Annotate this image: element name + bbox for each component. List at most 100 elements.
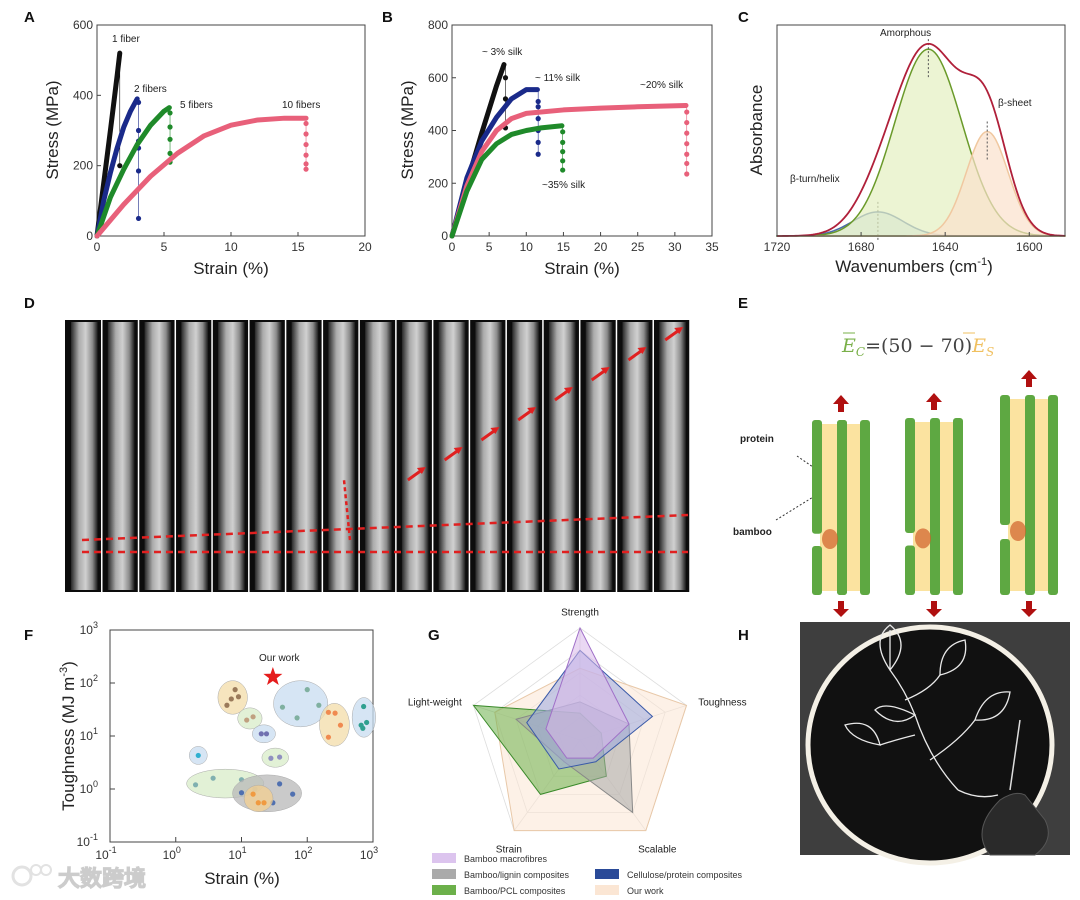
data-point [684, 160, 690, 167]
data-point [560, 158, 566, 164]
tick-exponent: -1 [90, 832, 98, 842]
y-tick-label: 600 [73, 18, 93, 32]
legend-label: Bamboo macrofibres [464, 854, 548, 864]
data-point [135, 127, 142, 134]
x-axis-label: Strain (%) [204, 869, 280, 888]
radar-axis-label: Light-weight [408, 698, 462, 709]
crack-arrow [342, 479, 352, 541]
tick-exponent: 2 [307, 845, 312, 855]
x-axis-label: Strain (%) [193, 259, 269, 278]
data-point [361, 703, 367, 710]
data-point [684, 151, 690, 157]
component-label: β-turn/helix [790, 174, 840, 185]
data-point [277, 754, 283, 760]
y-tick-label: 800 [428, 18, 448, 32]
fiber-frame [401, 322, 429, 590]
group-ellipse [351, 697, 376, 738]
data-point [303, 141, 309, 148]
group-ellipse [319, 703, 350, 747]
data-point [535, 139, 541, 145]
x-tick-label: 10 [224, 240, 238, 254]
data-point [560, 129, 566, 135]
panel-c-ftir-deconvolution: 1720 1680 1640 1600 Wavenumbers (cm-1) Abso… [747, 24, 1066, 276]
tension-arrow-up-icon [1021, 370, 1037, 387]
y-tick-label: 10-1 [77, 832, 98, 849]
series-label: 5 fibers [180, 100, 213, 111]
tick-exponent: 3 [373, 845, 378, 855]
series-label: 2 fibers [134, 84, 167, 95]
data-point [535, 104, 541, 110]
series-label: ~20% silk [640, 80, 684, 91]
bamboo-fiber [812, 420, 822, 534]
y-tick-label: 600 [428, 71, 448, 85]
series-label: 1 fiber [112, 34, 140, 45]
x-tick-label: 1640 [932, 240, 959, 254]
tension-arrow-down-icon [1021, 601, 1037, 617]
tick-exponent: 0 [93, 779, 98, 789]
data-point [250, 714, 256, 720]
radar-axis-label: Scalable [638, 845, 677, 856]
series-line [449, 123, 565, 239]
arrow-head [453, 447, 463, 454]
y-tick-label: 0 [441, 229, 448, 243]
stress-concentration [915, 528, 931, 549]
our-work-star-icon [263, 666, 283, 686]
y-tick-label: 100 [80, 779, 98, 796]
data-point [304, 687, 310, 693]
protein-label: protein [740, 434, 774, 445]
legend-swatch [432, 869, 456, 879]
bamboo-fiber [905, 545, 915, 595]
crack-arrow [664, 328, 681, 342]
legend-swatch [595, 885, 619, 895]
data-point [684, 109, 690, 115]
data-point [235, 694, 242, 700]
legend-label: Bamboo/lignin composites [464, 870, 570, 880]
crack-guide-line [81, 513, 689, 542]
arrow-head [563, 387, 573, 394]
series-line [449, 102, 689, 239]
y-axis-label: Absorbance [747, 85, 766, 176]
arrow-head [490, 427, 500, 434]
gloved-hand [981, 792, 1049, 856]
series-label: ~ 3% silk [482, 47, 523, 58]
series-label: ~35% silk [542, 180, 586, 191]
panel-a-stress-strain-fibers: Strain (%) Stress (MPa) 0 5 10 15 2002004006… [43, 18, 372, 278]
fiber-frame [291, 322, 319, 590]
fiber-frame [622, 322, 650, 590]
watermark-text: 大数跨境 [58, 866, 146, 891]
data-point [117, 163, 123, 169]
data-point [684, 119, 690, 126]
y-tick-label: 400 [428, 124, 448, 138]
data-point [167, 136, 173, 142]
bamboo-fiber [953, 418, 963, 595]
data-point [263, 731, 270, 737]
leaf-embroidery [844, 624, 1011, 798]
fiber-frame [365, 322, 392, 590]
y-tick-label: 0 [86, 229, 93, 243]
tick-exponent: 0 [176, 845, 181, 855]
fiber-frame [144, 322, 172, 590]
radar-axis-label: Toughness [698, 698, 746, 709]
radar-series [545, 626, 630, 759]
data-point [502, 75, 509, 81]
crack-arrow [590, 368, 607, 382]
data-point [560, 139, 566, 145]
crack-arrow [480, 428, 497, 442]
x-tick-label: 100 [163, 845, 181, 862]
bamboo-fiber [860, 420, 870, 595]
data-point [195, 752, 201, 759]
data-point [135, 215, 142, 222]
fiber-frame [107, 322, 135, 590]
data-point [238, 790, 245, 796]
x-tick-label: 5 [161, 240, 168, 254]
fiber-frame [328, 322, 356, 590]
x-tick-label: 15 [291, 240, 305, 254]
y-tick-label: 200 [428, 176, 448, 190]
fiber-frame [585, 322, 613, 590]
x-axis-label: Wavenumbers (cm-1) [835, 256, 992, 276]
bamboo-label: bamboo [733, 527, 772, 538]
data-point [228, 696, 234, 702]
y-axis-label: Stress (MPa) [398, 80, 417, 179]
data-point [167, 124, 173, 130]
y-tick-label: 400 [73, 88, 93, 102]
